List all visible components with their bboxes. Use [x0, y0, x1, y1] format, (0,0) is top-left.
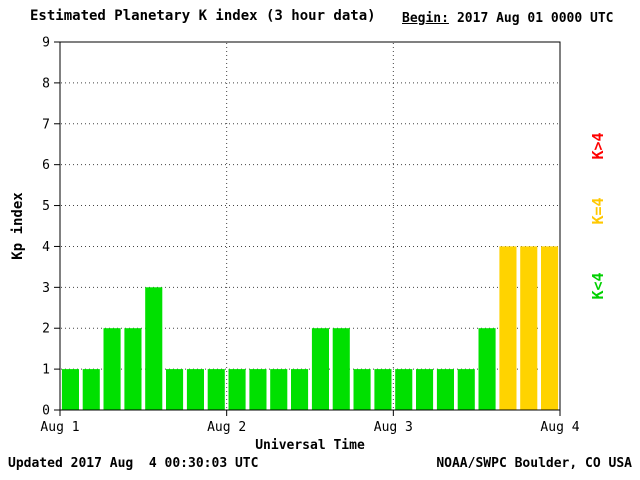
- kp-bar: [228, 369, 246, 410]
- kp-bar: [478, 328, 496, 410]
- y-tick-label: 5: [42, 199, 50, 214]
- kp-bar: [395, 369, 413, 410]
- kp-bar: [499, 246, 517, 410]
- legend-k-above-4: K>4: [589, 132, 607, 160]
- y-tick-label: 9: [42, 36, 50, 51]
- y-tick-label: 3: [42, 281, 50, 296]
- kp-bar: [61, 369, 79, 410]
- y-tick-label: 6: [42, 158, 50, 173]
- page-title: Estimated Planetary K index (3 hour data…: [30, 8, 376, 24]
- x-tick-label: Aug 3: [374, 420, 413, 435]
- kp-bar: [103, 328, 121, 410]
- x-axis-title: Universal Time: [255, 438, 365, 453]
- kp-bar: [291, 369, 309, 410]
- kp-bar: [82, 369, 100, 410]
- kp-bar: [457, 369, 475, 410]
- kp-bar: [311, 328, 329, 410]
- y-tick-label: 7: [42, 117, 50, 132]
- y-tick-label: 1: [42, 363, 50, 378]
- source-credit: NOAA/SWPC Boulder, CO USA: [436, 456, 632, 471]
- legend-k-equal-4: K=4: [589, 197, 607, 225]
- kp-bar: [186, 369, 204, 410]
- kp-bar: [436, 369, 454, 410]
- kp-bar: [207, 369, 225, 410]
- kp-bar: [166, 369, 184, 410]
- kp-bar: [332, 328, 350, 410]
- kp-bar: [416, 369, 434, 410]
- begin-value: 2017 Aug 01 0000 UTC: [456, 11, 614, 26]
- kp-bar: [145, 287, 163, 410]
- kp-bar: [374, 369, 392, 410]
- x-tick-label: Aug 4: [540, 420, 579, 435]
- kp-bar: [249, 369, 267, 410]
- y-axis-title: Kp index: [10, 192, 26, 260]
- kp-bar: [270, 369, 288, 410]
- y-tick-label: 0: [42, 404, 50, 419]
- updated-timestamp: Updated 2017 Aug 4 00:30:03 UTC: [8, 456, 259, 471]
- x-tick-label: Aug 2: [207, 420, 246, 435]
- begin-timestamp: Begin: 2017 Aug 01 0000 UTC: [402, 11, 614, 26]
- kp-bar: [541, 246, 559, 410]
- x-tick-label: Aug 1: [40, 420, 79, 435]
- kp-bar: [124, 328, 142, 410]
- y-tick-label: 4: [42, 240, 50, 255]
- begin-label: Begin:: [402, 11, 449, 26]
- legend-k-below-4: K<4: [589, 272, 607, 300]
- kp-bar: [353, 369, 371, 410]
- y-tick-label: 2: [42, 322, 50, 337]
- plot-frame: [59, 41, 561, 411]
- kp-bar: [520, 246, 538, 410]
- y-tick-label: 8: [42, 76, 50, 91]
